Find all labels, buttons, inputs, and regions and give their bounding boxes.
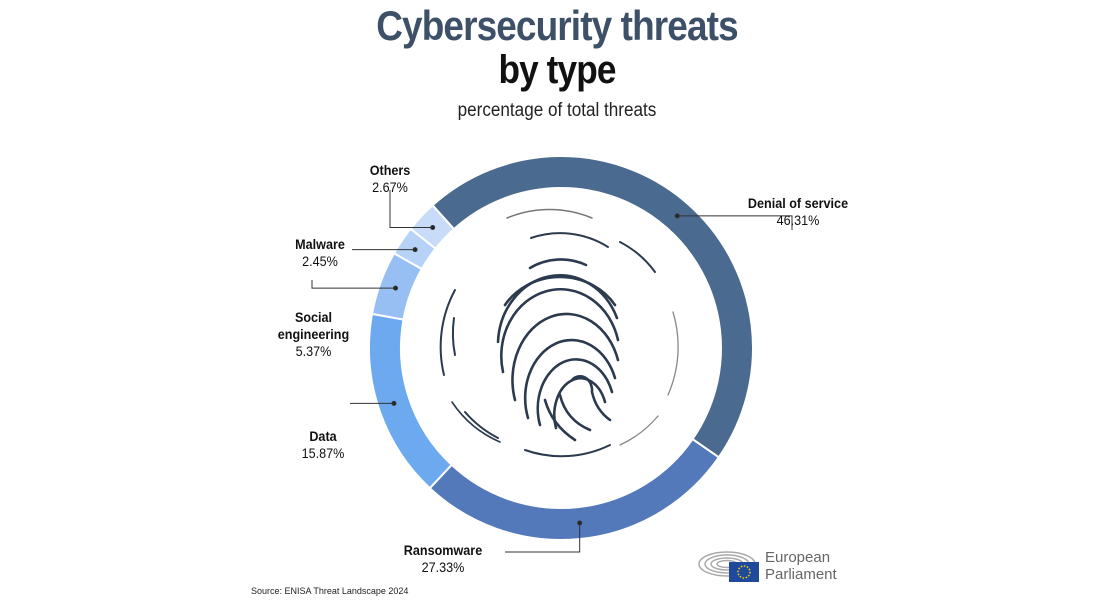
- title-line2: by type: [498, 48, 616, 92]
- label-others: Others 2.67%: [369, 162, 411, 195]
- label-malware: Malware 2.45%: [295, 236, 345, 269]
- european-parliament-logo: European Parliament: [697, 546, 847, 586]
- slice-ransomware: [428, 437, 721, 541]
- leader-line: [677, 215, 793, 230]
- leader-line: [505, 523, 581, 553]
- source-note: Source: ENISA Threat Landscape 2024: [251, 586, 409, 596]
- slice-denial-of-service: [431, 155, 754, 459]
- leader-line: [311, 280, 396, 289]
- label-denial-of-service: Denial of service 46.31%: [747, 195, 849, 228]
- fingerprint-icon: [439, 208, 679, 458]
- slice-data: [368, 312, 454, 490]
- leader-line: [389, 190, 433, 229]
- title-line1: Cybersecurity threats: [376, 2, 738, 49]
- label-data: Data 15.87%: [301, 428, 345, 461]
- subtitle: percentage of total threats: [457, 100, 657, 121]
- label-ransomware: Ransomware 27.33%: [403, 542, 483, 575]
- label-social-engineering: Social engineering 5.37%: [277, 309, 350, 359]
